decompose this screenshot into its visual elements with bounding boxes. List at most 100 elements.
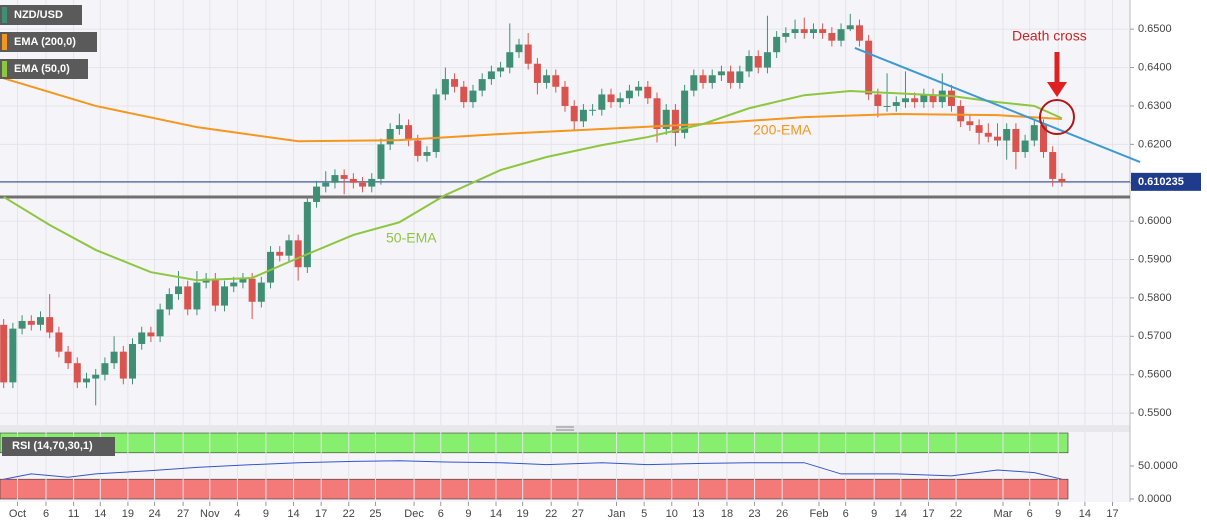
x-tick-label: Mar bbox=[994, 508, 1013, 520]
candle-body bbox=[110, 351, 118, 364]
x-tick-label: 14 bbox=[287, 508, 299, 520]
candle-body bbox=[377, 144, 385, 179]
candle-body bbox=[607, 94, 615, 103]
annotation: 200-EMA bbox=[753, 122, 812, 138]
legend-swatch bbox=[2, 34, 7, 50]
x-tick-label: Dec bbox=[404, 508, 424, 520]
candle-body bbox=[809, 29, 817, 34]
candle-body bbox=[276, 251, 284, 256]
candle-body bbox=[211, 278, 219, 306]
candle-body bbox=[533, 63, 541, 83]
x-tick-label: 19 bbox=[122, 508, 134, 520]
rsi-title: RSI (14,70,30,1) bbox=[12, 440, 93, 452]
x-tick-label: 22 bbox=[545, 508, 557, 520]
candle-body bbox=[451, 79, 459, 87]
candle-body bbox=[865, 40, 873, 95]
candle-body bbox=[635, 86, 643, 91]
candle-body bbox=[359, 182, 367, 187]
overlay: Death cross 200-EMA 50-EMA NZD/USD EMA (… bbox=[0, 5, 1201, 520]
candle-body bbox=[322, 182, 330, 187]
candle-body bbox=[846, 25, 854, 30]
panel-divider[interactable] bbox=[0, 425, 1130, 432]
x-tick-label: 18 bbox=[721, 508, 733, 520]
x-tick-label: Feb bbox=[809, 508, 828, 520]
ema-line bbox=[3, 89, 1063, 282]
x-tick-label: 5 bbox=[641, 508, 647, 520]
x-tick-label: 9 bbox=[465, 508, 471, 520]
candle-body bbox=[736, 71, 744, 83]
candle-body bbox=[763, 52, 771, 68]
candle-body bbox=[819, 29, 827, 34]
legend-label: EMA (200,0) bbox=[14, 36, 76, 48]
y-tick-label: 0.5700 bbox=[1138, 330, 1172, 342]
candle-body bbox=[147, 332, 155, 337]
cross-circle bbox=[1039, 99, 1075, 135]
candle-body bbox=[1030, 125, 1038, 141]
x-tick-label: 19 bbox=[517, 508, 529, 520]
y-tick-label: 50.0000 bbox=[1138, 460, 1178, 472]
legend-box[interactable] bbox=[0, 59, 88, 79]
candle-body bbox=[570, 105, 578, 122]
candle-body bbox=[331, 175, 339, 183]
candle-body bbox=[414, 140, 422, 156]
candle-body bbox=[929, 94, 937, 103]
y-tick-label: 0.5500 bbox=[1138, 407, 1172, 419]
legend-box[interactable] bbox=[0, 32, 97, 52]
candle-body bbox=[727, 71, 735, 83]
candle-body bbox=[294, 240, 302, 268]
candle-body bbox=[441, 79, 449, 95]
x-tick-label: 24 bbox=[148, 508, 160, 520]
candle-body bbox=[55, 332, 63, 352]
candle-body bbox=[82, 378, 90, 383]
candle-body bbox=[184, 286, 192, 310]
candle-body bbox=[340, 175, 348, 179]
candle-body bbox=[616, 98, 624, 103]
candle-body bbox=[267, 251, 275, 283]
candle-body bbox=[18, 320, 26, 329]
x-tick-label: Jan bbox=[608, 508, 626, 520]
x-tick-label: 22 bbox=[343, 508, 355, 520]
x-tick-label: 6 bbox=[1027, 508, 1033, 520]
annotation: Death cross bbox=[1012, 28, 1087, 44]
x-tick-label: 4 bbox=[234, 508, 240, 520]
x-tick-label: 11 bbox=[68, 508, 79, 520]
candle-body bbox=[165, 294, 173, 310]
price-panel bbox=[0, 0, 1130, 425]
candle-body bbox=[598, 94, 606, 110]
candle-body bbox=[975, 125, 983, 133]
x-tick-label: 26 bbox=[776, 508, 788, 520]
candle-body bbox=[699, 75, 707, 83]
candle-body bbox=[653, 98, 661, 129]
x-tick-label: 27 bbox=[177, 508, 189, 520]
candle-body bbox=[1012, 128, 1020, 153]
ema-line bbox=[3, 77, 1062, 143]
candle-body bbox=[478, 79, 486, 91]
candle-body bbox=[993, 136, 1001, 141]
candle-body bbox=[1040, 125, 1048, 153]
candle-body bbox=[662, 109, 670, 129]
legend-box[interactable] bbox=[2, 437, 115, 456]
arrow-head bbox=[1047, 82, 1067, 97]
candle-body bbox=[303, 201, 311, 268]
y-tick-label: 0.5800 bbox=[1138, 292, 1172, 304]
x-tick-label: 27 bbox=[572, 508, 584, 520]
candle-body bbox=[855, 25, 863, 41]
candle-body bbox=[497, 67, 505, 72]
candle-body bbox=[423, 152, 431, 156]
candle-body bbox=[717, 71, 725, 76]
candle-body bbox=[874, 94, 882, 106]
candle-body bbox=[828, 33, 836, 41]
grid bbox=[0, 0, 1134, 506]
candle-body bbox=[92, 374, 100, 379]
candle-body bbox=[469, 90, 477, 103]
rsi-band bbox=[0, 432, 1069, 454]
candle-body bbox=[883, 105, 891, 107]
x-tick-label: 23 bbox=[748, 508, 760, 520]
candle-body bbox=[515, 44, 523, 53]
legend-box[interactable] bbox=[0, 5, 82, 25]
x-tick-label: 17 bbox=[315, 508, 327, 520]
x-tick-label: 25 bbox=[369, 508, 381, 520]
candle-body bbox=[543, 75, 551, 83]
